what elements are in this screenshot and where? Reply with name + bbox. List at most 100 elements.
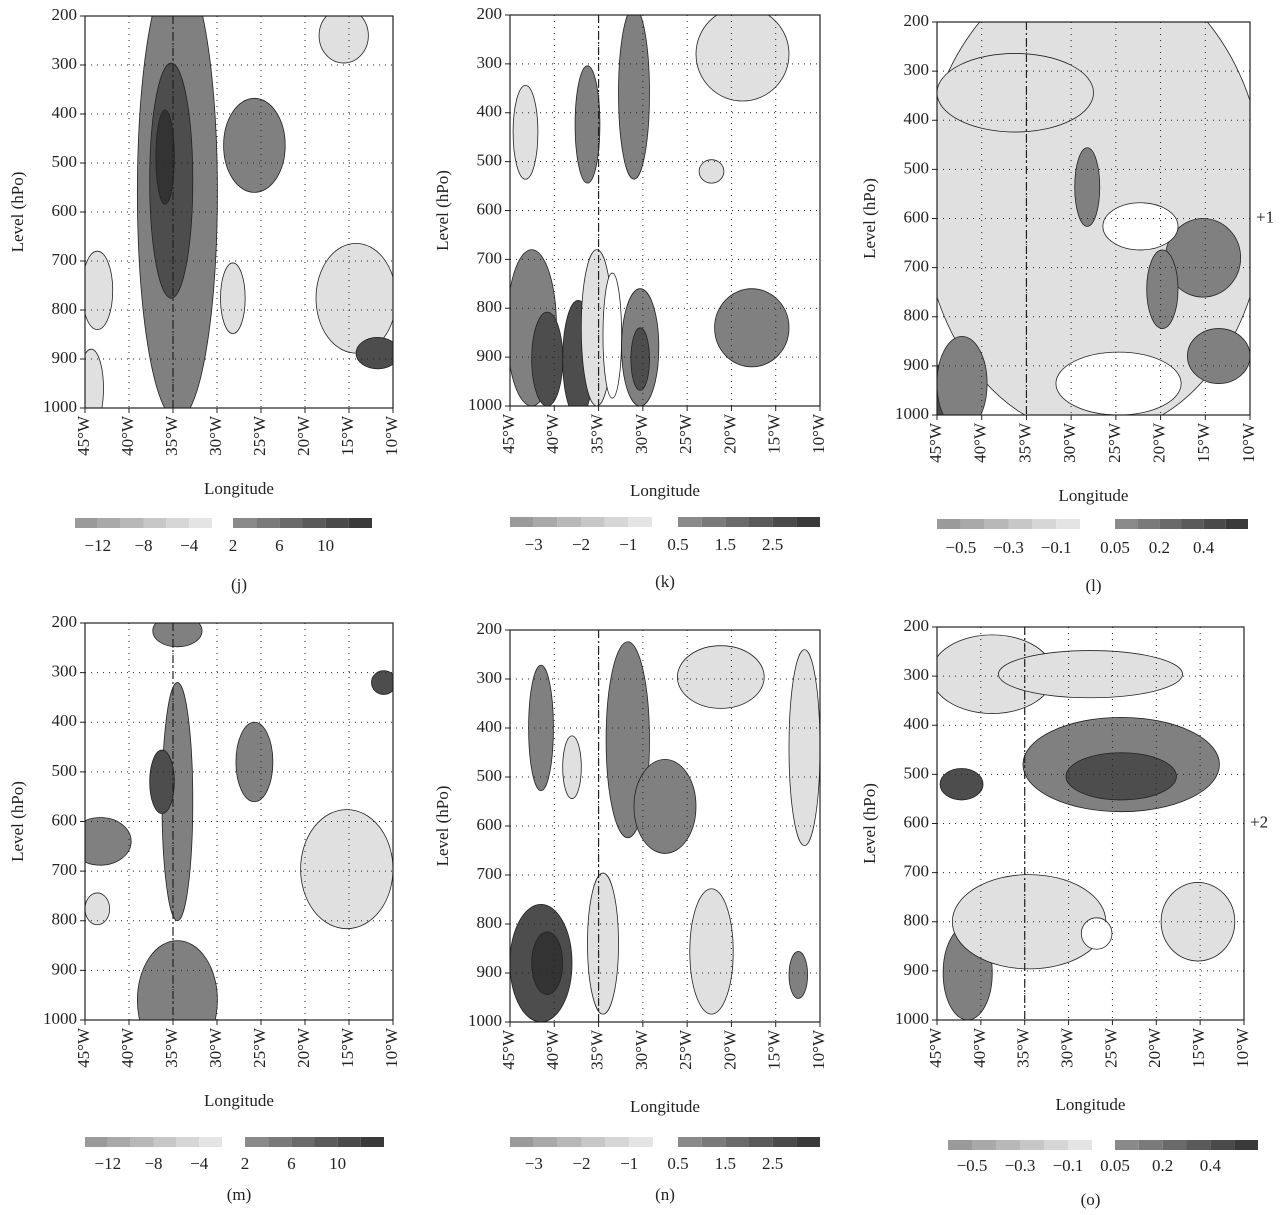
contour-region bbox=[562, 735, 582, 799]
colorbar-box bbox=[1020, 1140, 1044, 1150]
contour-region bbox=[531, 311, 564, 406]
colorbar-box bbox=[1138, 1140, 1163, 1150]
colorbar-box bbox=[176, 1137, 200, 1147]
colorbar-box bbox=[1115, 519, 1138, 529]
colorbar-label: −1 bbox=[620, 1154, 638, 1173]
contour-region bbox=[1160, 882, 1236, 962]
colorbar-label: 2 bbox=[241, 1154, 250, 1173]
x-tick-label: 25°W bbox=[1105, 422, 1124, 463]
colorbar-label: −8 bbox=[134, 536, 152, 555]
colorbar-label: 1.5 bbox=[715, 1154, 736, 1173]
contour-region bbox=[315, 242, 393, 354]
colorbar-label: −4 bbox=[180, 536, 199, 555]
x-tick-label: 30°W bbox=[1057, 1027, 1076, 1068]
panel-label: (o) bbox=[1081, 1190, 1101, 1209]
colorbar-box bbox=[581, 1137, 606, 1147]
x-tick-label: 20°W bbox=[294, 415, 313, 456]
colorbar-box bbox=[701, 1137, 726, 1147]
contour-region bbox=[951, 874, 1107, 970]
colorbar-box bbox=[605, 1137, 630, 1147]
contour-region bbox=[149, 749, 175, 814]
colorbar-box bbox=[1210, 1140, 1235, 1150]
x-tick-label: 30°W bbox=[206, 1027, 225, 1068]
x-tick-label: 20°W bbox=[720, 1029, 739, 1070]
contour-region bbox=[85, 348, 104, 408]
y-tick-label: 600 bbox=[477, 815, 503, 834]
y-tick-label: 300 bbox=[904, 60, 930, 79]
y-tick-label: 700 bbox=[477, 864, 503, 883]
y-tick-label: 700 bbox=[477, 248, 503, 267]
colorbar-box bbox=[107, 1137, 131, 1147]
colorbar-box bbox=[189, 518, 212, 528]
y-tick-label: 500 bbox=[477, 766, 503, 785]
colorbar-box bbox=[510, 517, 534, 527]
y-tick-label: 1000 bbox=[895, 404, 929, 423]
colorbar-label: 0.5 bbox=[667, 1154, 688, 1173]
y-tick-label: 800 bbox=[477, 913, 503, 932]
colorbar-label: 1.5 bbox=[715, 535, 736, 554]
colorbar-box bbox=[291, 1137, 315, 1147]
contour-region bbox=[1187, 328, 1250, 384]
contour-region bbox=[695, 15, 790, 102]
y-axis-label: Level (hPo) bbox=[860, 178, 879, 259]
panel-label: (l) bbox=[1085, 576, 1101, 595]
contour-field bbox=[937, 22, 1250, 415]
y-tick-label: 800 bbox=[904, 306, 930, 325]
x-tick-label: 45°W bbox=[926, 422, 945, 463]
x-tick-label: 40°W bbox=[970, 1027, 989, 1068]
panel-label: (j) bbox=[231, 575, 247, 594]
x-tick-label: 45°W bbox=[499, 1029, 518, 1070]
contour-region bbox=[602, 272, 623, 399]
colorbar-box bbox=[678, 517, 702, 527]
y-tick-label: 800 bbox=[904, 911, 930, 930]
contour-region bbox=[937, 53, 1094, 133]
contour-region bbox=[1146, 249, 1179, 329]
colorbar-box bbox=[1032, 519, 1057, 529]
contour-region bbox=[676, 645, 765, 709]
colorbar-label: 0.4 bbox=[1193, 538, 1215, 557]
colorbar-box bbox=[996, 1140, 1020, 1150]
y-tick-label: 200 bbox=[904, 616, 930, 635]
x-tick-label: 30°W bbox=[1060, 422, 1079, 463]
x-tick-label: 45°W bbox=[74, 415, 93, 456]
x-tick-label: 25°W bbox=[676, 1029, 695, 1070]
y-tick-label: 700 bbox=[904, 862, 930, 881]
x-tick-label: 20°W bbox=[1145, 1027, 1164, 1068]
x-tick-label: 15°W bbox=[338, 1027, 357, 1068]
colorbar-box bbox=[948, 1140, 972, 1150]
y-tick-label: 500 bbox=[904, 763, 930, 782]
colorbar-box bbox=[796, 1137, 820, 1147]
contour-region bbox=[937, 336, 988, 415]
colorbar-box bbox=[984, 519, 1009, 529]
x-tick-label: 35°W bbox=[162, 1027, 181, 1068]
x-tick-label: 40°W bbox=[118, 415, 137, 456]
colorbar-box bbox=[557, 1137, 582, 1147]
colorbar-label: 2.5 bbox=[762, 1154, 783, 1173]
y-tick-label: 300 bbox=[477, 53, 503, 72]
x-axis-label: Longitude bbox=[1056, 1095, 1126, 1114]
plot-frame bbox=[84, 15, 394, 409]
x-tick-label: 25°W bbox=[1101, 1027, 1120, 1068]
x-tick-label: 15°W bbox=[1194, 422, 1213, 463]
colorbar-label: −4 bbox=[190, 1154, 209, 1173]
y-tick-label: 1000 bbox=[43, 1009, 77, 1028]
x-tick-label: 40°W bbox=[971, 422, 990, 463]
colorbar-label: −0.3 bbox=[1005, 1156, 1036, 1175]
colorbar-label: 0.2 bbox=[1149, 538, 1170, 557]
colorbar-label: −12 bbox=[85, 536, 112, 555]
colorbar-label: −8 bbox=[144, 1154, 162, 1173]
colorbar-box bbox=[749, 517, 773, 527]
contour-region bbox=[235, 721, 274, 803]
colorbar-box bbox=[604, 517, 629, 527]
colorbar-box bbox=[325, 518, 349, 528]
y-tick-label: 500 bbox=[477, 151, 503, 170]
x-axis-label: Longitude bbox=[630, 481, 700, 500]
colorbar-label: 0.2 bbox=[1152, 1156, 1173, 1175]
colorbar-box bbox=[348, 518, 372, 528]
contour-region bbox=[939, 768, 984, 801]
x-tick-label: 10°W bbox=[1233, 1027, 1252, 1068]
contour-region bbox=[1065, 752, 1177, 801]
contour-region bbox=[714, 288, 790, 368]
